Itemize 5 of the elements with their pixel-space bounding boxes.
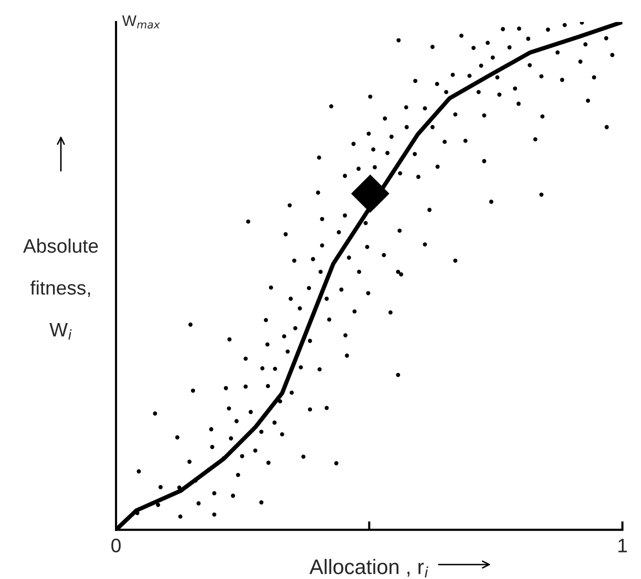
x-tick-label: 0 <box>111 538 121 552</box>
text: Absolute fitness, W$_{i}$ <box>23 238 98 340</box>
x-axis-title: Allocation , r$_{i}$ <box>309 558 428 578</box>
annotation: W$_{max}$ <box>122 15 160 29</box>
x-tick-label: 1 <box>618 538 627 552</box>
